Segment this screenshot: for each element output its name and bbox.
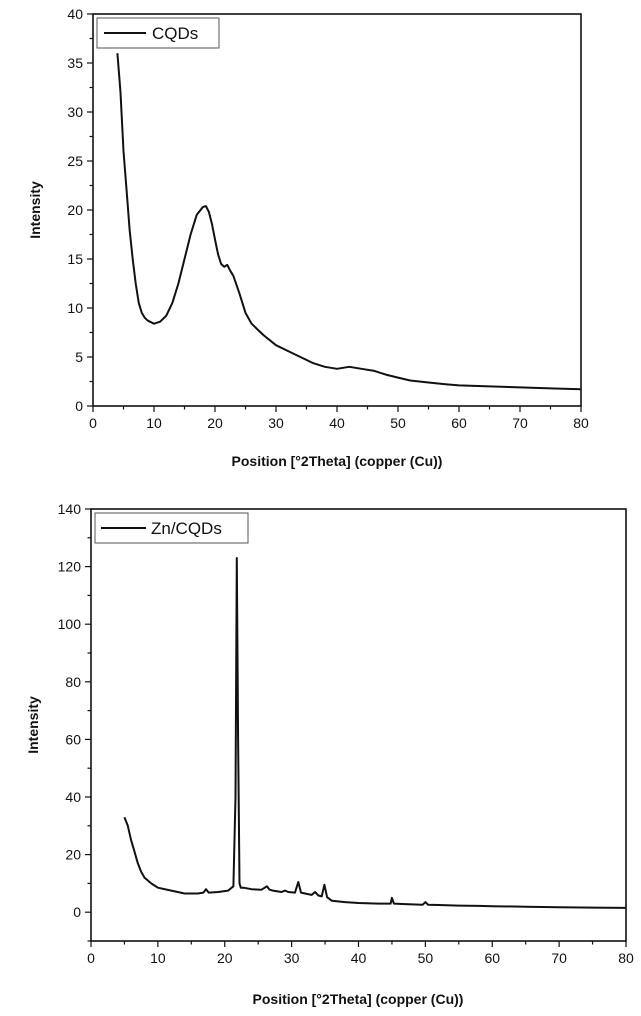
x-tick-label-zn-cqds: 20 [217,950,233,966]
x-tick-label-cqds: 20 [207,415,223,431]
x-tick-label-cqds: 80 [573,415,589,431]
x-tick-label-zn-cqds: 80 [618,950,634,966]
x-axis-label-zn-cqds: Position [°2Theta] (copper (Cu)) [253,991,464,1007]
x-tick-label-cqds: 60 [451,415,467,431]
y-axis-label-cqds: Intensity [27,181,43,239]
chart-cqds: 0 10 20 30 40 50 60 70 80 0 5 10 15 20 25 30 35 40 Posit… [27,6,589,469]
plot-area-cqds [116,53,582,391]
y-tick-label-zn-cqds: 20 [65,847,81,863]
x-axis-zn-cqds: 0 10 20 30 40 50 60 70 80 [87,941,634,966]
x-tick-label-zn-cqds: 60 [484,950,500,966]
x-tick-label-cqds: 30 [268,415,284,431]
x-tick-label-zn-cqds: 70 [551,950,567,966]
legend-label-zn-cqds: Zn/CQDs [151,519,222,538]
series-line-zn-cqds [123,557,627,909]
y-tick-label-cqds: 10 [67,300,83,316]
y-tick-label-zn-cqds: 0 [73,904,81,920]
y-tick-label-cqds: 15 [67,251,83,267]
y-tick-label-cqds: 40 [67,6,83,22]
plot-frame-zn-cqds [90,508,627,942]
x-tick-label-cqds: 0 [89,415,97,431]
x-tick-label-cqds: 70 [512,415,528,431]
legend-zn-cqds: Zn/CQDs [94,512,249,544]
legend-cqds: CQDs [96,17,220,49]
x-tick-label-cqds: 50 [390,415,406,431]
x-tick-label-cqds: 10 [146,415,162,431]
y-tick-label-zn-cqds: 100 [58,616,82,632]
series-line-cqds [116,53,582,391]
y-axis-label-zn-cqds: Intensity [25,696,41,754]
plot-frame-cqds [92,13,582,407]
x-tick-label-zn-cqds: 30 [284,950,300,966]
y-tick-label-cqds: 0 [75,398,83,414]
y-tick-label-cqds: 5 [75,349,83,365]
y-tick-label-cqds: 25 [67,153,83,169]
y-tick-label-cqds: 35 [67,55,83,71]
y-tick-label-zn-cqds: 120 [58,559,82,575]
y-tick-label-cqds: 20 [67,202,83,218]
y-tick-label-zn-cqds: 140 [58,501,82,517]
x-tick-label-zn-cqds: 40 [351,950,367,966]
y-axis-cqds: 0 5 10 15 20 25 30 35 40 [67,6,93,414]
x-axis-label-cqds: Position [°2Theta] (copper (Cu)) [232,453,443,469]
legend-label-cqds: CQDs [152,24,198,43]
x-tick-label-zn-cqds: 50 [418,950,434,966]
x-tick-label-cqds: 40 [329,415,345,431]
chart-zn-cqds: 0 10 20 30 40 50 60 70 80 0 20 40 60 80 100 120 140 Pos… [25,501,634,1007]
y-tick-label-zn-cqds: 80 [65,674,81,690]
x-axis-cqds: 0 10 20 30 40 50 60 70 80 [89,406,589,431]
x-tick-label-zn-cqds: 0 [87,950,95,966]
y-tick-label-cqds: 30 [67,104,83,120]
y-tick-label-zn-cqds: 40 [65,789,81,805]
plot-area-zn-cqds [123,557,627,909]
y-tick-label-zn-cqds: 60 [65,731,81,747]
y-axis-zn-cqds: 0 20 40 60 80 100 120 140 [58,501,91,942]
x-tick-label-zn-cqds: 10 [150,950,166,966]
